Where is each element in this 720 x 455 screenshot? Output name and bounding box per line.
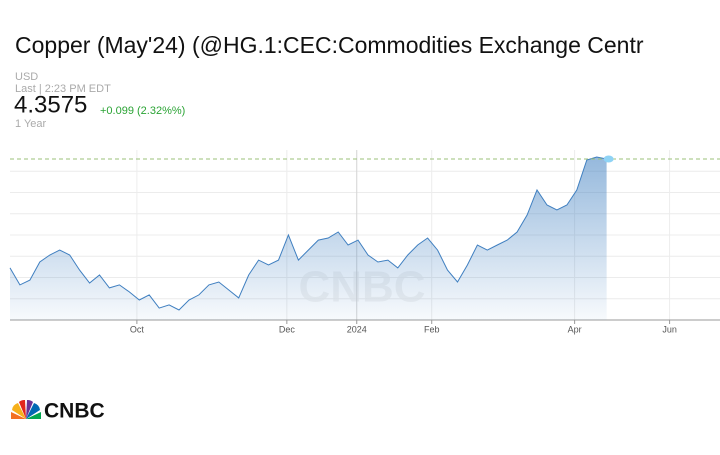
chart-title: Copper (May'24) (@HG.1:CEC:Commodities E… xyxy=(15,32,644,58)
last-time: Last | 2:23 PM EDT xyxy=(15,83,111,95)
line xyxy=(9,156,607,311)
last-price: 4.3575 xyxy=(14,91,87,118)
cnbc-logo: CNBC xyxy=(11,400,105,423)
area xyxy=(10,157,607,320)
logo-text: CNBC xyxy=(44,400,105,423)
logo-feather xyxy=(26,403,40,419)
x-tick-label: 2024 xyxy=(347,324,367,334)
logo-feather xyxy=(11,412,26,419)
x-tick-label: Apr xyxy=(568,324,582,334)
x-tick-label: Feb xyxy=(424,324,440,334)
price-change: +0.099 (2.32%%) xyxy=(100,105,185,117)
last-point xyxy=(603,155,614,163)
range-label: 1 Year xyxy=(15,118,47,130)
logo-feather xyxy=(12,403,26,419)
x-tick-label: Oct xyxy=(130,324,145,334)
logo-feather xyxy=(26,399,33,419)
currency: USD xyxy=(15,71,38,83)
x-tick-label: Jun xyxy=(662,324,677,334)
logo-feather xyxy=(19,399,26,419)
logo-feather xyxy=(26,412,41,419)
x-tick-label: Dec xyxy=(279,324,296,334)
